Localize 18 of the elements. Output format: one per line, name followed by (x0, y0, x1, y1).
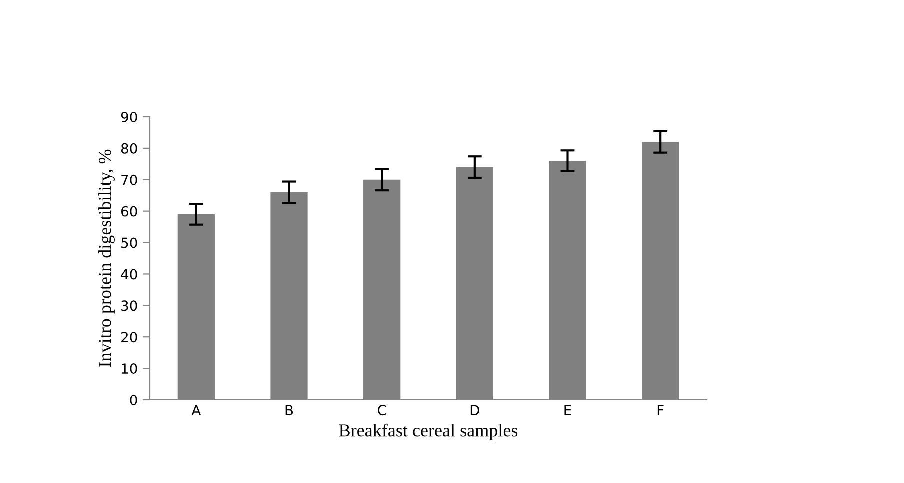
y-tick-label: 20 (122, 332, 138, 343)
y-tick-label: 40 (121, 269, 138, 280)
x-axis-title: Breakfast cereal samples (339, 424, 518, 440)
y-tick-label: 70 (122, 174, 138, 186)
x-tick-label: F (658, 405, 664, 416)
y-tick-label: 10 (122, 364, 138, 374)
x-tick-label: B (286, 405, 294, 416)
y-tick-label: 90 (121, 112, 138, 122)
y-tick-label: 60 (121, 206, 138, 217)
x-tick-label: D (470, 405, 480, 416)
y-axis-title: Invitro protein digestibility, % (98, 150, 115, 368)
y-tick-label: 80 (121, 143, 138, 154)
y-tick-label: 30 (122, 300, 138, 312)
x-tick-label: A (192, 405, 202, 416)
x-tick-label: C (378, 405, 386, 416)
y-tick-label: 50 (122, 238, 138, 248)
x-tick-label: E (564, 405, 572, 416)
y-tick-label: 0 (130, 394, 138, 406)
